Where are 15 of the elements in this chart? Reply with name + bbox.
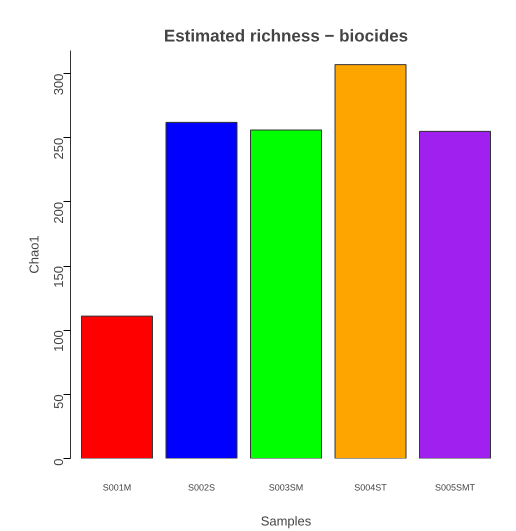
y-tick-label: 0: [51, 458, 66, 466]
x-tick-label: S003SM: [268, 482, 304, 492]
y-tick-label: 200: [51, 202, 66, 224]
x-tick-label: S005SMT: [435, 482, 476, 492]
x-axis-title: Samples: [260, 514, 312, 528]
y-axis-title: Chao1: [26, 235, 42, 274]
y-tick-label: 150: [51, 266, 66, 288]
y-tick-label: 100: [51, 330, 66, 352]
chart-title: Estimated richness − biocides: [164, 26, 408, 46]
x-tick-label: S001M: [102, 482, 132, 492]
x-tick-label: S004ST: [354, 482, 388, 492]
x-tick-label: S002S: [188, 482, 216, 492]
y-tick-label: 300: [51, 74, 66, 96]
y-tick-label: 250: [51, 138, 66, 160]
y-tick-label: 50: [51, 394, 66, 409]
